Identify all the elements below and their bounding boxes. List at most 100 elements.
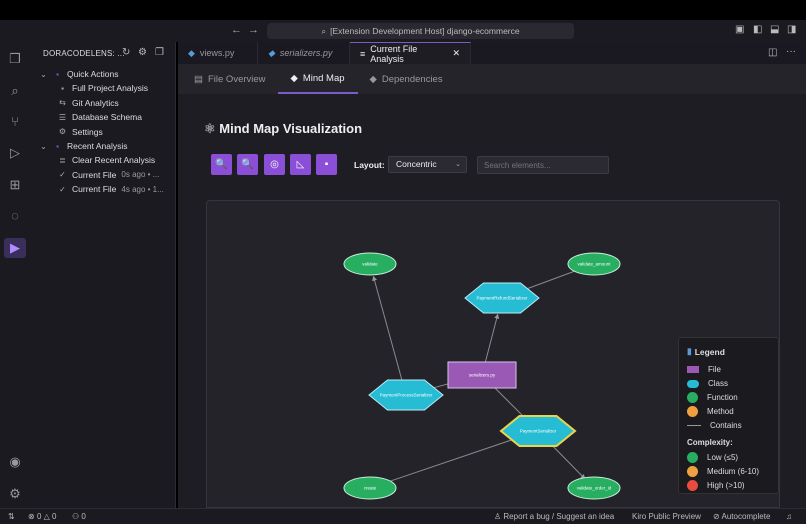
layout-icon[interactable]: ▣ — [735, 24, 745, 35]
node-function[interactable]: validate_amount — [567, 252, 621, 276]
back-arrow-icon[interactable]: ← — [231, 24, 242, 36]
node-label: PaymentSerializer — [520, 429, 557, 434]
sidebar-item-label: Current File — [72, 184, 117, 195]
file-swatch — [687, 366, 699, 373]
sidebar-item[interactable]: ✓ Current File 4s ago • 1... — [58, 184, 164, 194]
account-icon[interactable]: ◉ — [9, 454, 21, 469]
doracodelens-icon[interactable]: ▶ — [4, 238, 26, 258]
sidebar-item[interactable]: ☰ Database Schema — [58, 112, 142, 122]
explorer-icon[interactable]: ❐ — [9, 51, 21, 66]
sidebar-item[interactable]: ⌄ ▪ Quick Actions — [39, 69, 119, 79]
node-label: validate_order_id — [577, 486, 612, 491]
manage-gear-icon[interactable]: ⚙ — [9, 486, 21, 501]
sidebar-item[interactable]: ≣ Clear Recent Analysis — [58, 155, 155, 165]
legend-item-function: Function — [687, 392, 738, 403]
legend-title: ▮ Legend — [687, 346, 725, 357]
sidebar-item-meta: 0s ago • ... — [121, 170, 160, 180]
extensions-icon[interactable]: ⊞ — [9, 177, 21, 192]
chevron-down-icon[interactable]: ⌄ — [40, 69, 47, 79]
node-label: validate — [362, 262, 378, 267]
complexity-title: Complexity: — [687, 438, 733, 447]
high-swatch — [687, 480, 698, 491]
autocomplete-text: Autocomplete — [721, 512, 771, 521]
split-editor-icon[interactable]: ◫ — [768, 47, 778, 58]
zoom-in-button[interactable]: 🔍 — [211, 154, 232, 175]
sidebar: DORACODELENS: ... ↻ ⚙ ❐ ⌄ ▪ Quick Actions ▪… — [30, 42, 176, 508]
layout-select-value: Concentric — [396, 159, 437, 169]
subtab-dependencies[interactable]: ◆ Dependencies — [358, 64, 455, 94]
sidebar-item-label: Git Analytics — [72, 97, 119, 108]
node-class[interactable]: PaymentRefundSerializer — [464, 282, 540, 314]
source-control-icon[interactable]: ⑂ — [11, 114, 19, 129]
tab-current-file-analysis[interactable]: ≡ Current File Analysis ✕ — [350, 42, 471, 64]
tab-serializers-py[interactable]: ◆ serializers.py — [258, 42, 350, 64]
legend-low: Low (≤5) — [687, 452, 738, 463]
node-function[interactable]: validate — [343, 252, 397, 276]
gear-icon[interactable]: ⚙ — [138, 47, 147, 58]
chevron-down-icon[interactable]: ⌄ — [40, 141, 47, 151]
fit-view-button[interactable]: ◺ — [290, 154, 311, 175]
node-function[interactable]: create — [343, 476, 397, 500]
legend-item-class: Class — [687, 379, 728, 388]
zoom-out-button[interactable]: 🔍 — [237, 154, 258, 175]
notifications-bell-icon[interactable]: ♫ — [786, 512, 792, 521]
subtab-mind-map[interactable]: ◆ Mind Map — [277, 64, 358, 94]
search-elements-input[interactable] — [477, 156, 609, 174]
close-icon[interactable]: ✕ — [452, 48, 460, 58]
chevron-down-icon: ⌄ — [455, 161, 461, 168]
toggle-sidebar-icon[interactable]: ◧ — [753, 24, 763, 35]
kiro-ghost-icon[interactable]: ◌ — [11, 208, 19, 223]
class-swatch — [687, 379, 699, 388]
subtab-label: File Overview — [207, 73, 266, 85]
ports-indicator[interactable]: ⚇ 0 — [72, 512, 86, 521]
toggle-panel-icon[interactable]: ⬓ — [770, 24, 780, 35]
collapse-all-icon[interactable]: ❐ — [155, 47, 164, 58]
subtab-file-overview[interactable]: ▤ File Overview — [182, 64, 278, 94]
node-file[interactable]: serializers.py — [447, 361, 517, 389]
function-node-shape — [343, 476, 397, 500]
toggle-secondary-sidebar-icon[interactable]: ◨ — [787, 24, 797, 35]
tab-views-py[interactable]: ◆ views.py — [178, 42, 258, 64]
save-export-button[interactable]: ▪ — [316, 154, 337, 175]
sidebar-item[interactable]: ⇆ Git Analytics — [58, 98, 119, 108]
more-actions-icon[interactable]: ··· — [786, 46, 796, 57]
node-class[interactable]: PaymentSerializer — [499, 415, 577, 447]
preview-icon: ≡ — [360, 48, 366, 59]
chart-icon: ▪ — [61, 83, 64, 93]
remote-icon[interactable]: ⇅ — [8, 512, 15, 521]
kiro-preview-status[interactable]: Kiro Public Preview — [632, 512, 701, 521]
sidebar-item[interactable]: ▪ Full Project Analysis — [58, 83, 148, 93]
diamond-icon: ◆ — [290, 72, 298, 84]
sidebar-item-label: Quick Actions — [67, 69, 119, 79]
page-title: ⚛ Mind Map Visualization — [204, 121, 362, 137]
search-icon[interactable]: ⌕ — [11, 83, 19, 98]
ports-count: 0 — [81, 512, 86, 521]
node-function[interactable]: validate_order_id — [567, 476, 621, 500]
run-debug-icon[interactable]: ▷ — [10, 145, 20, 160]
legend-label: Medium (6-10) — [707, 467, 760, 476]
layout-select[interactable]: Concentric ⌄ — [388, 156, 467, 173]
report-bug-link[interactable]: ♙ Report a bug / Suggest an idea — [494, 512, 614, 521]
layout-label: Layout: — [354, 160, 385, 170]
sidebar-item-label: Settings — [72, 126, 103, 137]
sidebar-item[interactable]: ⚙ Settings — [58, 127, 103, 137]
center-target-button[interactable]: ◎ — [264, 154, 285, 175]
mind-map-graph[interactable]: serializers.py PaymentRefundSerializer Pay… — [207, 201, 780, 508]
diamond-icon: ◆ — [369, 73, 377, 85]
method-swatch — [687, 406, 698, 417]
sidebar-item[interactable]: ⌄ ▪ Recent Analysis — [39, 141, 127, 151]
activity-bar: ❐ ⌕ ⑂ ▷ ⊞ ◌ ▶ ◉ ⚙ — [0, 42, 30, 508]
forward-arrow-icon[interactable]: → — [248, 24, 259, 36]
analysis-tabs: ▤ File Overview ◆ Mind Map ◆ Dependencies — [178, 64, 806, 94]
python-file-icon: ◆ — [188, 47, 195, 58]
refresh-icon[interactable]: ↻ — [122, 47, 131, 58]
command-center[interactable]: ⌕ [Extension Development Host] django-eco… — [267, 23, 574, 39]
node-class[interactable]: PaymentProcessSerializer — [368, 379, 444, 411]
editor-tabs: ◆ views.py ◆ serializers.py ≡ Current File … — [178, 42, 806, 64]
legend-label: File — [708, 365, 721, 374]
problems-indicator[interactable]: ⊗ 0 △ 0 — [28, 512, 57, 521]
autocomplete-status[interactable]: ⊘ Autocomplete — [713, 512, 771, 521]
sidebar-item[interactable]: ✓ Current File 0s ago • ... — [58, 170, 159, 180]
check-icon: ✓ — [59, 170, 66, 180]
warning-count: 0 — [52, 512, 57, 521]
